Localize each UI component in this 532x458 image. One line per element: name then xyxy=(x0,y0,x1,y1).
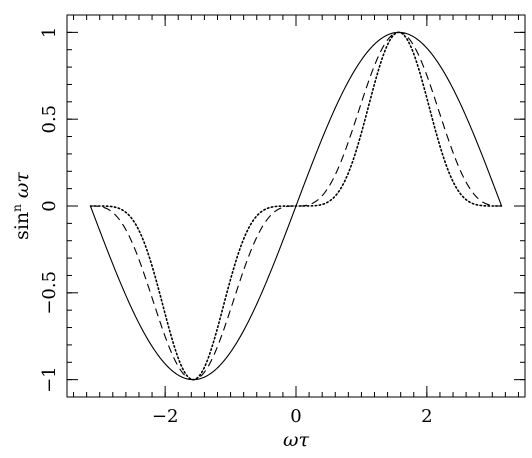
y-tick-label: 0 xyxy=(39,200,60,211)
x-tick-labels: −2 0 2 xyxy=(152,406,433,427)
y-tick-label: 0.5 xyxy=(39,105,60,134)
series-line-n5 xyxy=(89,31,503,381)
series-layer xyxy=(89,31,503,381)
y-tick-labels: −1 −0.5 0 0.5 1 xyxy=(39,27,60,393)
y-axis-label-superscript: n xyxy=(10,204,24,212)
x-tick-label: −2 xyxy=(152,406,179,427)
y-tick-label: −1 xyxy=(39,366,60,393)
y-tick-label: −0.5 xyxy=(39,271,60,315)
y-axis-label: sinn ωτ xyxy=(10,172,33,240)
y-axis-label-suffix: ωτ xyxy=(11,172,33,198)
x-axis-label: ωτ xyxy=(283,429,309,451)
major-ticks xyxy=(67,15,525,397)
y-tick-label: 1 xyxy=(39,27,60,38)
x-tick-label: 0 xyxy=(290,406,301,427)
x-tick-label: 2 xyxy=(421,406,432,427)
y-axis-label-prefix: sin xyxy=(11,212,33,240)
